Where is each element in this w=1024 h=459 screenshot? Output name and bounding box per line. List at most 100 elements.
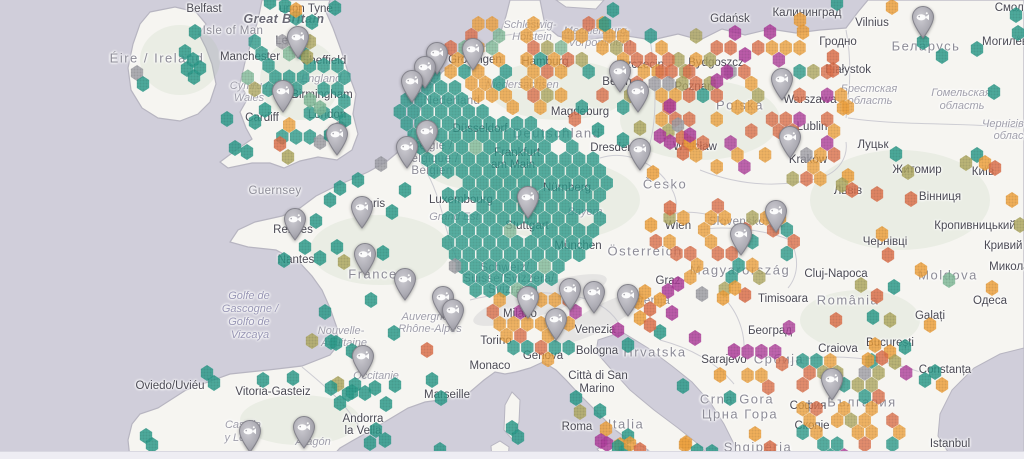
hex-bin[interactable] (545, 198, 558, 215)
hex-bin[interactable] (807, 63, 820, 80)
hex-bin[interactable] (490, 270, 503, 287)
hex-bin[interactable] (455, 186, 469, 203)
map-marker[interactable] (350, 344, 376, 378)
hex-bin[interactable] (469, 234, 482, 251)
hex-bin[interactable] (834, 87, 848, 104)
hex-bin[interactable] (559, 198, 572, 215)
hex-bin[interactable] (448, 246, 462, 263)
hex-bin[interactable] (476, 151, 489, 168)
hex-bin[interactable] (462, 222, 475, 239)
map-marker[interactable] (291, 415, 317, 449)
hex-bin[interactable] (593, 210, 607, 227)
hex-bin[interactable] (545, 127, 558, 144)
hex-bin[interactable] (510, 115, 524, 132)
hex-bin[interactable] (573, 198, 586, 215)
hex-bin[interactable] (451, 51, 464, 68)
hex-bin[interactable] (531, 270, 544, 287)
hex-bin[interactable] (731, 146, 744, 163)
map-marker[interactable] (392, 267, 418, 301)
hex-bin[interactable] (821, 135, 834, 151)
hex-bin[interactable] (476, 127, 489, 144)
hex-bin[interactable] (552, 210, 565, 227)
hex-bin[interactable] (648, 75, 661, 92)
hex-bin[interactable] (689, 51, 703, 68)
hex-bin[interactable] (490, 175, 503, 191)
hex-bin[interactable] (765, 39, 779, 56)
hex-bin[interactable] (758, 146, 772, 163)
hex-bin[interactable] (807, 158, 820, 175)
hex-bin[interactable] (448, 198, 462, 215)
map-marker[interactable] (515, 285, 541, 319)
map-marker[interactable] (352, 242, 378, 276)
map-marker[interactable] (515, 185, 541, 219)
hex-bin[interactable] (497, 139, 510, 156)
hex-bin[interactable] (455, 115, 469, 132)
hex-bin[interactable] (593, 163, 607, 180)
hex-bin[interactable] (485, 15, 499, 32)
hex-bin[interactable] (655, 111, 668, 128)
hex-bin[interactable] (469, 282, 482, 299)
hex-bin[interactable] (524, 115, 538, 132)
hex-bin[interactable] (469, 115, 482, 132)
hex-bin[interactable] (517, 127, 531, 144)
hex-bin[interactable] (566, 139, 579, 156)
map-marker[interactable] (910, 5, 936, 39)
hex-bin[interactable] (504, 151, 517, 168)
hex-bin[interactable] (441, 139, 455, 156)
hex-bin[interactable] (469, 139, 482, 156)
hex-bin[interactable] (703, 51, 717, 68)
hex-bin[interactable] (483, 282, 496, 299)
hex-bin[interactable] (786, 170, 799, 187)
hex-bin[interactable] (538, 186, 551, 203)
hex-bin[interactable] (561, 51, 575, 68)
hex-bin[interactable] (814, 146, 827, 163)
hex-bin[interactable] (497, 186, 510, 203)
hex-bin[interactable] (561, 27, 575, 44)
hex-bin[interactable] (472, 87, 485, 104)
map-marker[interactable] (285, 25, 311, 59)
map-marker[interactable] (557, 277, 583, 311)
hex-bin[interactable] (455, 91, 469, 108)
hex-bin[interactable] (710, 87, 723, 104)
hex-bin[interactable] (559, 151, 572, 168)
hex-bin[interactable] (541, 63, 554, 80)
hex-bin[interactable] (504, 198, 517, 215)
hex-bin[interactable] (469, 210, 482, 227)
hex-bin[interactable] (504, 127, 517, 144)
hex-bin[interactable] (548, 51, 561, 68)
hex-bin[interactable] (448, 151, 462, 168)
hex-bin[interactable] (524, 139, 538, 156)
hex-bin[interactable] (655, 63, 668, 80)
hex-bin[interactable] (531, 246, 544, 263)
hex-bin[interactable] (559, 222, 572, 239)
hex-bin[interactable] (462, 103, 475, 120)
hex-bin[interactable] (476, 198, 489, 215)
hex-bin[interactable] (504, 222, 517, 239)
map-marker[interactable] (763, 199, 789, 233)
hex-bin[interactable] (566, 163, 579, 180)
hex-bin[interactable] (448, 222, 462, 239)
hex-bin[interactable] (520, 51, 533, 68)
map-marker[interactable] (543, 307, 569, 341)
hex-bin[interactable] (435, 151, 448, 168)
hex-bin[interactable] (469, 163, 482, 180)
hex-bin[interactable] (462, 127, 475, 144)
hex-bin[interactable] (541, 39, 554, 56)
map-marker[interactable] (349, 195, 375, 229)
hex-bin[interactable] (545, 246, 558, 263)
hex-bin[interactable] (483, 163, 496, 180)
hex-bin[interactable] (566, 210, 579, 227)
map-marker[interactable] (324, 122, 350, 156)
hex-bin[interactable] (779, 39, 792, 56)
hex-bin[interactable] (534, 51, 547, 68)
hex-bin[interactable] (465, 75, 478, 92)
hex-bin[interactable] (575, 99, 588, 116)
hex-bin[interactable] (469, 186, 482, 203)
hex-bin[interactable] (573, 151, 586, 168)
hex-bin[interactable] (559, 175, 572, 191)
hex-bin[interactable] (689, 27, 703, 44)
hex-bin[interactable] (697, 221, 711, 238)
hex-bin[interactable] (603, 27, 616, 44)
hex-bin[interactable] (683, 63, 696, 80)
hex-bin[interactable] (483, 139, 496, 156)
